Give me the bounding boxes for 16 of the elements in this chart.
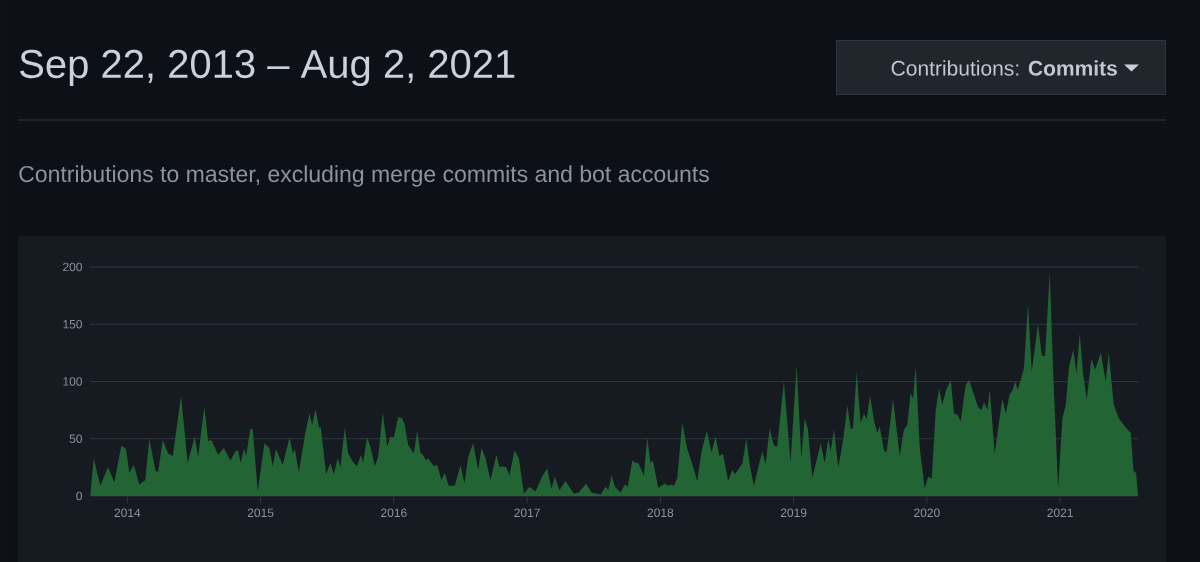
- x-tick-label: 2017: [514, 508, 540, 518]
- x-tick-label: 2016: [381, 508, 407, 518]
- y-tick-label: 50: [69, 434, 83, 443]
- x-tick-label: 2014: [114, 508, 141, 518]
- y-tick-label: 100: [63, 377, 83, 386]
- chart-title: Sep 22, 2013 – Aug 2, 2021: [20, 49, 515, 87]
- y-tick-label: 150: [63, 320, 83, 329]
- y-tick-label: 200: [63, 262, 83, 272]
- x-tick-label: 2021: [1047, 508, 1073, 518]
- y-tick-label: 0: [76, 491, 83, 501]
- chart-subtitle: Contributions to master, excluding merge commits and bot accounts: [19, 165, 709, 187]
- x-tick-label: 2019: [780, 508, 807, 518]
- x-tick-label: 2020: [914, 508, 940, 518]
- text: Contributions: Commits: [891, 60, 1117, 76]
- x-tick-label: 2018: [647, 508, 674, 518]
- x-tick-label: 2015: [247, 508, 274, 518]
